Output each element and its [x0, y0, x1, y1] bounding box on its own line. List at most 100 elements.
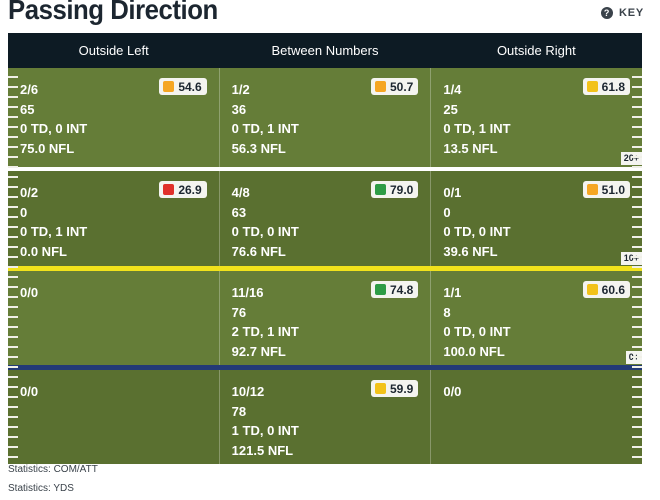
zone-0-plus: 0/0 11/16 76 2 TD, 1 INT 92.7 NFL 74.8 1… — [8, 271, 642, 365]
stat-com-att: 1/2 — [231, 82, 250, 97]
zone-cell[interactable]: 11/16 76 2 TD, 1 INT 92.7 NFL 74.8 — [218, 271, 431, 365]
hash-tick — [632, 406, 642, 408]
stat-nfl-rating: 76.6 NFL — [231, 243, 286, 259]
stat-nfl-rating: 39.6 NFL — [443, 243, 498, 259]
stat-nfl-rating: 56.3 NFL — [231, 140, 286, 156]
key-button[interactable]: ? KEY — [600, 7, 644, 19]
stat-td-int: 2 TD, 1 INT — [231, 324, 299, 339]
hash-tick — [632, 156, 642, 158]
hash-tick — [632, 106, 642, 108]
zone-cell[interactable]: 0/1 0 0 TD, 0 INT 39.6 NFL 51.0 — [430, 171, 642, 266]
grade-badge: 61.8 — [582, 78, 631, 95]
hash-tick — [8, 96, 18, 98]
zone-behind-los: 0/0 10/12 78 1 TD, 0 INT 121.5 NFL 59.9 … — [8, 370, 642, 464]
grade-color-swatch — [586, 81, 598, 92]
column-outside-right: Outside Right — [496, 43, 576, 58]
stat-nfl-rating: 13.5 NFL — [443, 140, 498, 156]
zone-cell[interactable]: 4/8 63 0 TD, 0 INT 76.6 NFL 79.0 — [218, 171, 431, 266]
stat-com-att: 0/0 — [443, 384, 462, 399]
hash-tick — [632, 386, 642, 388]
column-outside-left: Outside Left — [78, 43, 149, 58]
hash-tick — [632, 196, 642, 198]
hash-tick — [632, 376, 642, 378]
hash-tick — [8, 206, 18, 208]
stat-com-att: 2/6 — [20, 82, 39, 97]
stat-yds: 8 — [443, 304, 451, 320]
hash-tick — [632, 456, 642, 458]
yard-marker-20: 20+ — [620, 152, 642, 165]
hash-tick — [632, 256, 642, 258]
hash-tick — [8, 396, 18, 398]
hash-tick — [632, 236, 642, 238]
grade-color-swatch — [374, 383, 386, 394]
page-title: Passing Direction — [8, 0, 218, 25]
hash-tick — [8, 296, 18, 298]
stat-yds: 25 — [443, 101, 458, 117]
hash-tick — [8, 216, 18, 218]
yard-line-20 — [8, 167, 642, 171]
grade-badge: 54.6 — [159, 78, 207, 95]
hash-tick — [8, 406, 18, 408]
hash-tick — [632, 326, 642, 328]
hash-tick — [8, 286, 18, 288]
zone-cell[interactable]: 0/0 — [8, 370, 219, 464]
grade-value: 54.6 — [178, 79, 202, 94]
hash-tick — [8, 166, 18, 168]
zone-cell[interactable]: 0/2 0 0 TD, 1 INT 0.0 NFL 26.9 — [8, 171, 219, 266]
help-icon: ? — [600, 7, 613, 19]
grade-color-swatch — [374, 81, 386, 92]
hash-tick — [8, 446, 18, 448]
hash-tick — [632, 76, 642, 78]
hash-tick — [632, 176, 642, 178]
stat-nfl-rating: 121.5 NFL — [231, 442, 294, 458]
zone-cell[interactable]: 10/12 78 1 TD, 0 INT 121.5 NFL 59.9 — [218, 370, 431, 464]
grade-value: 26.9 — [178, 182, 202, 197]
hash-tick — [8, 416, 18, 418]
stat-td-int: 1 TD, 0 INT — [231, 423, 299, 438]
hash-tick — [8, 436, 18, 438]
hash-tick — [632, 146, 642, 148]
hash-tick — [8, 386, 18, 388]
footer-stat-com-att: Statistics: COM/ATT — [8, 464, 98, 475]
grade-value: 61.8 — [601, 79, 626, 94]
hash-tick — [632, 346, 642, 348]
zone-cell[interactable]: 0/0 — [430, 370, 642, 464]
hash-tick — [632, 246, 642, 248]
grade-badge: 50.7 — [370, 78, 419, 95]
zone-cell[interactable]: 1/2 36 0 TD, 1 INT 56.3 NFL 50.7 — [218, 68, 431, 167]
line-of-scrimmage — [8, 365, 642, 370]
hash-tick — [8, 226, 18, 228]
zone-cell[interactable]: 2/6 65 0 TD, 0 INT 75.0 NFL 54.6 — [8, 68, 219, 167]
column-between-numbers: Between Numbers — [271, 43, 379, 58]
hash-tick — [8, 126, 18, 128]
zone-cell[interactable]: 1/4 25 0 TD, 1 INT 13.5 NFL 61.8 — [430, 68, 642, 167]
stat-com-att: 0/2 — [20, 185, 39, 200]
grade-value: 51.0 — [601, 182, 626, 197]
grade-badge: 51.0 — [582, 181, 631, 198]
zone-cell[interactable]: 0/0 — [8, 271, 219, 365]
hash-marks-right — [632, 68, 642, 464]
hash-tick — [8, 246, 18, 248]
grade-badge: 26.9 — [159, 181, 207, 198]
stat-td-int: 0 TD, 1 INT — [443, 121, 511, 136]
stat-td-int: 0 TD, 1 INT — [20, 224, 88, 239]
hash-tick — [632, 136, 642, 138]
hash-tick — [8, 356, 18, 358]
hash-tick — [632, 436, 642, 438]
stat-com-att: 10/12 — [231, 384, 265, 399]
grade-badge: 59.9 — [370, 380, 419, 397]
hash-marks-left — [8, 68, 18, 464]
hash-tick — [8, 76, 18, 78]
hash-tick — [632, 296, 642, 298]
zone-cell[interactable]: 1/1 8 0 TD, 0 INT 100.0 NFL 60.6 — [430, 271, 642, 365]
passing-field: 2/6 65 0 TD, 0 INT 75.0 NFL 54.6 1/2 36 … — [8, 68, 642, 464]
hash-tick — [8, 106, 18, 108]
yard-marker-10: 10+ — [620, 252, 642, 265]
hash-tick — [8, 116, 18, 118]
hash-tick — [8, 306, 18, 308]
grade-value: 79.0 — [389, 182, 414, 197]
stat-com-att: 1/1 — [443, 285, 462, 300]
zone-10-plus: 0/2 0 0 TD, 1 INT 0.0 NFL 26.9 4/8 63 0 … — [8, 171, 642, 266]
hash-tick — [8, 266, 18, 268]
stat-com-att: 0/0 — [20, 384, 39, 399]
